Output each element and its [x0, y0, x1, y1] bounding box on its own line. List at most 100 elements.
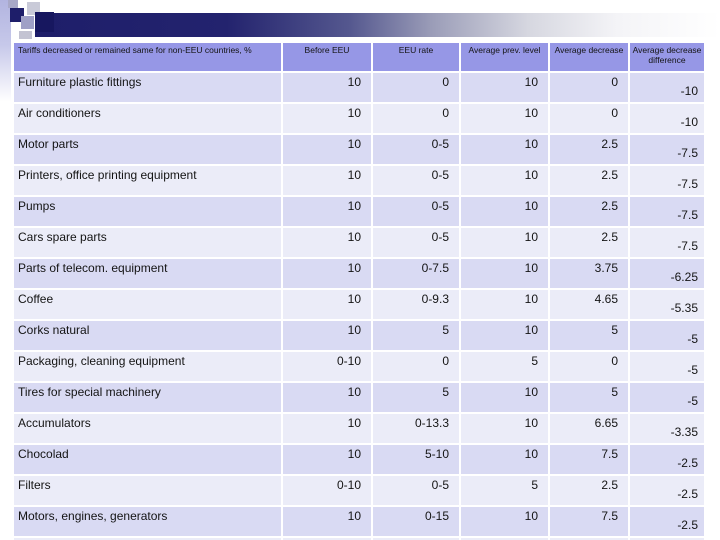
- value-cell: -7.5: [630, 166, 704, 195]
- value-cell: 0-5: [373, 538, 459, 540]
- decor-square-navy: [10, 8, 24, 22]
- value-cell: 10: [461, 135, 548, 164]
- tariff-comparison-table: Tariffs decreased or remained same for n…: [12, 41, 706, 540]
- value-cell: -2.5: [630, 445, 704, 474]
- row-label-cell: Chocolad: [14, 445, 281, 474]
- value-cell: 0-5: [373, 476, 459, 505]
- value-cell: 2.5: [550, 197, 628, 226]
- column-header: Average decrease difference: [630, 43, 704, 71]
- decor-square-band-tip: [35, 12, 54, 32]
- value-cell: 2.5: [550, 538, 628, 540]
- value-cell: 10: [283, 290, 371, 319]
- value-cell: 0-5: [373, 135, 459, 164]
- value-cell: 10: [461, 197, 548, 226]
- decor-square-medium-gray: [21, 16, 34, 29]
- value-cell: -5: [630, 321, 704, 350]
- table-row: Pumps 10 0-5 10 2.5 -7.5: [14, 197, 704, 226]
- value-cell: 10: [283, 259, 371, 288]
- row-label-cell: Motors, engines, generators: [14, 507, 281, 536]
- value-cell: 10: [461, 414, 548, 443]
- value-cell: 0: [373, 104, 459, 133]
- value-cell: -3.35: [630, 414, 704, 443]
- value-cell: -5.35: [630, 290, 704, 319]
- value-cell: 5: [461, 352, 548, 381]
- column-header: Average prev. level: [461, 43, 548, 71]
- value-cell: 0-5: [373, 166, 459, 195]
- value-cell: 5: [461, 476, 548, 505]
- row-label-cell: Printers, office printing equipment: [14, 166, 281, 195]
- table-row: Corks natural 10 5 10 5 -5: [14, 321, 704, 350]
- title-gradient-band: [35, 13, 720, 37]
- value-cell: 10: [461, 104, 548, 133]
- value-cell: 4.65: [550, 290, 628, 319]
- value-cell: 0-7.5: [373, 259, 459, 288]
- row-label-cell: Cars spare parts: [14, 228, 281, 257]
- table-row: Printers, office printing equipment 10 0-5…: [14, 166, 704, 195]
- table-row: Motors, engines, generators 10 0-15 10 7.5 -2…: [14, 507, 704, 536]
- value-cell: -5: [630, 383, 704, 412]
- value-cell: -7.5: [630, 135, 704, 164]
- decor-square-gray-top: [8, 0, 18, 8]
- decor-square-light-gray: [27, 2, 40, 15]
- value-cell: 3.75: [550, 259, 628, 288]
- table-row: Cars spare parts 10 0-5 10 2.5 -7.5: [14, 228, 704, 257]
- row-label-cell: Pumps: [14, 197, 281, 226]
- value-cell: 10: [283, 445, 371, 474]
- table-row: Parts of bulldozers, tractors and other …: [14, 538, 704, 540]
- table-row: Air conditioners 10 0 10 0 -10: [14, 104, 704, 133]
- value-cell: 10: [461, 228, 548, 257]
- value-cell: 10: [283, 228, 371, 257]
- value-cell: 0-5: [373, 228, 459, 257]
- value-cell: 10: [461, 507, 548, 536]
- value-cell: 2.5: [550, 228, 628, 257]
- value-cell: 10: [461, 321, 548, 350]
- value-cell: 10: [283, 321, 371, 350]
- value-cell: 0: [373, 73, 459, 102]
- value-cell: -10: [630, 104, 704, 133]
- value-cell: 5: [373, 383, 459, 412]
- value-cell: 2.5: [550, 476, 628, 505]
- value-cell: 0-5: [373, 197, 459, 226]
- value-cell: -2.5: [630, 507, 704, 536]
- value-cell: 5: [373, 321, 459, 350]
- row-label-cell: Filters: [14, 476, 281, 505]
- row-label-cell: Packaging, cleaning equipment: [14, 352, 281, 381]
- value-cell: 0-15: [373, 507, 459, 536]
- value-cell: 0-10: [283, 352, 371, 381]
- value-cell: -6.25: [630, 259, 704, 288]
- value-cell: 5-10: [373, 445, 459, 474]
- value-cell: 10: [461, 166, 548, 195]
- value-cell: 10: [461, 73, 548, 102]
- table-row: Filters 0-10 0-5 5 2.5 -2.5: [14, 476, 704, 505]
- value-cell: 10: [461, 445, 548, 474]
- left-gradient-strip: [0, 0, 11, 102]
- value-cell: 10: [283, 104, 371, 133]
- value-cell: -7.5: [630, 228, 704, 257]
- table-row: Parts of telecom. equipment 10 0-7.5 10 3.75…: [14, 259, 704, 288]
- row-label-cell: Parts of bulldozers, tractors and other …: [14, 538, 281, 540]
- table-row: Accumulators 10 0-13.3 10 6.65 -3.35: [14, 414, 704, 443]
- value-cell: 0-10: [283, 476, 371, 505]
- row-label-cell: Parts of telecom. equipment: [14, 259, 281, 288]
- column-header: Tariffs decreased or remained same for n…: [14, 43, 281, 71]
- value-cell: -10: [630, 73, 704, 102]
- value-cell: 5: [550, 321, 628, 350]
- value-cell: 0: [550, 73, 628, 102]
- value-cell: -7.5: [630, 197, 704, 226]
- value-cell: 7.5: [550, 445, 628, 474]
- column-header: Average decrease: [550, 43, 628, 71]
- row-label-cell: Motor parts: [14, 135, 281, 164]
- decor-square-gray-low: [19, 31, 32, 39]
- value-cell: 5: [550, 383, 628, 412]
- value-cell: 10: [461, 259, 548, 288]
- value-cell: 0: [550, 104, 628, 133]
- value-cell: 10: [283, 507, 371, 536]
- row-label-cell: Coffee: [14, 290, 281, 319]
- table-row: Coffee 10 0-9.3 10 4.65 -5.35: [14, 290, 704, 319]
- value-cell: 5: [461, 538, 548, 540]
- value-cell: 10: [283, 414, 371, 443]
- value-cell: 10: [283, 135, 371, 164]
- table-row: Tires for special machinery 10 5 10 5 -5: [14, 383, 704, 412]
- value-cell: -5: [630, 352, 704, 381]
